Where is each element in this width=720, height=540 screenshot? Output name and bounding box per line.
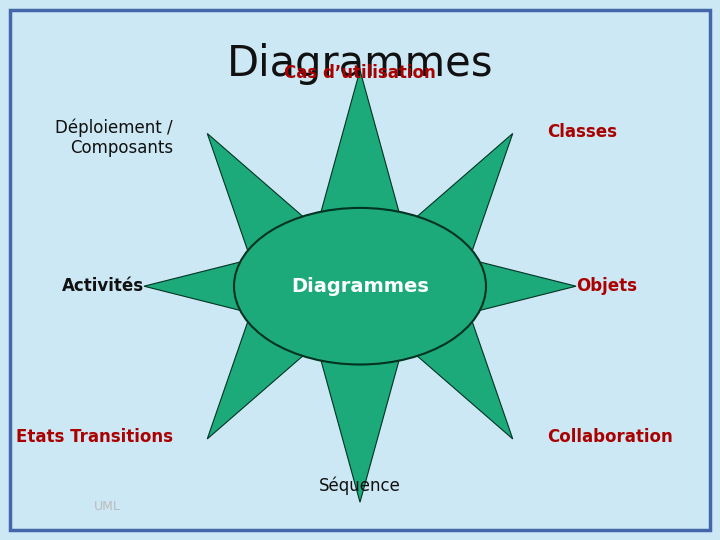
Text: Déploiement /
Composants: Déploiement / Composants <box>55 118 173 157</box>
Text: Etats Transitions: Etats Transitions <box>16 428 173 447</box>
Polygon shape <box>321 70 399 212</box>
Text: Diagrammes: Diagrammes <box>291 276 429 296</box>
Text: Cas d’utilisation: Cas d’utilisation <box>284 64 436 82</box>
Text: Objets: Objets <box>576 277 637 295</box>
Text: UML: UML <box>94 500 120 513</box>
Text: Classes: Classes <box>547 123 617 141</box>
Text: Séquence: Séquence <box>319 477 401 495</box>
Ellipse shape <box>234 208 486 364</box>
Polygon shape <box>417 322 513 439</box>
Text: Collaboration: Collaboration <box>547 428 673 447</box>
Polygon shape <box>480 262 576 310</box>
Polygon shape <box>321 361 399 502</box>
Polygon shape <box>144 262 240 310</box>
Polygon shape <box>207 322 303 439</box>
Text: Diagrammes: Diagrammes <box>227 43 493 85</box>
Polygon shape <box>207 133 303 251</box>
Text: Activités: Activités <box>62 277 144 295</box>
Polygon shape <box>417 133 513 251</box>
